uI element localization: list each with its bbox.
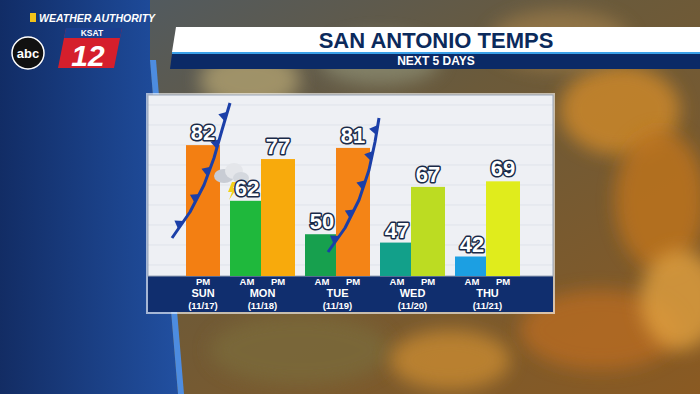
period-label: AM [240,276,255,287]
period-label: PM [271,276,285,287]
period-label: AM [465,276,480,287]
data-label: 69 [491,156,515,181]
bar [380,243,414,276]
bar [305,234,339,276]
subtitle: NEXT 5 DAYS [397,54,475,68]
segment-name: WEATHER AUTHORITY [39,12,156,24]
cold-front [328,118,379,252]
title: SAN ANTONIO TEMPS [319,28,554,53]
bar [486,181,520,276]
front-triangle [369,125,378,135]
fronts [172,103,379,252]
front-triangle [218,112,227,122]
front-triangle [345,210,354,219]
day-label: WED [400,287,426,299]
plot-frame [148,95,553,276]
channel: 12 [71,39,105,72]
station-logo-top [64,28,122,38]
date-label: (11/18) [248,300,278,311]
labels: 82PMSUN(11/17)62AM77PMMON(11/18)50AM81PM… [188,120,515,310]
bar [455,257,489,276]
plot-area [148,95,553,276]
data-label: 47 [385,218,409,243]
front-triangle [356,180,365,189]
data-label: 62 [235,176,259,201]
graphic: SAN ANTONIO TEMPSNEXT 5 DAYS WEATHER AUTH… [0,0,700,394]
station-name: KSAT [81,28,104,38]
day-label: MON [250,287,276,299]
date-label: (11/20) [398,300,428,311]
data-label: 81 [341,123,365,148]
bar [261,159,295,276]
day-label: TUE [327,287,349,299]
period-label: PM [496,276,510,287]
network-logo [12,37,44,69]
date-label: (11/17) [188,300,218,311]
subtitle-bar [170,54,700,69]
bar [230,201,264,276]
leaf-blur [390,330,510,390]
front-triangle [330,235,339,244]
background [0,0,700,394]
front-triangle [190,194,199,203]
data-label: 67 [416,162,440,187]
data-label: 82 [191,120,215,145]
title-bar [172,27,700,52]
period-label: PM [421,276,435,287]
date-label: (11/21) [473,300,503,311]
data-label: 42 [460,232,484,257]
period-label: AM [315,276,330,287]
leaf-blur [640,250,700,350]
data-label: 77 [266,134,290,159]
leaf-blur [615,130,700,270]
network-name: abc [17,46,39,61]
period-label: PM [346,276,360,287]
front-triangle [174,220,183,229]
label-band [148,276,553,312]
data-label: 50 [310,209,334,234]
leaf-blur [210,315,390,385]
period-label: AM [390,276,405,287]
segment-mark [30,13,36,22]
period-label: PM [196,276,210,287]
panel-border [146,93,555,314]
front-triangle [364,151,373,161]
front-triangle [201,167,210,176]
bars [186,145,520,276]
date-label: (11/19) [323,300,353,311]
bar [411,187,445,276]
panel-stripe [148,105,553,106]
day-label: SUN [191,287,214,299]
day-label: THU [476,287,499,299]
bar [336,148,370,276]
